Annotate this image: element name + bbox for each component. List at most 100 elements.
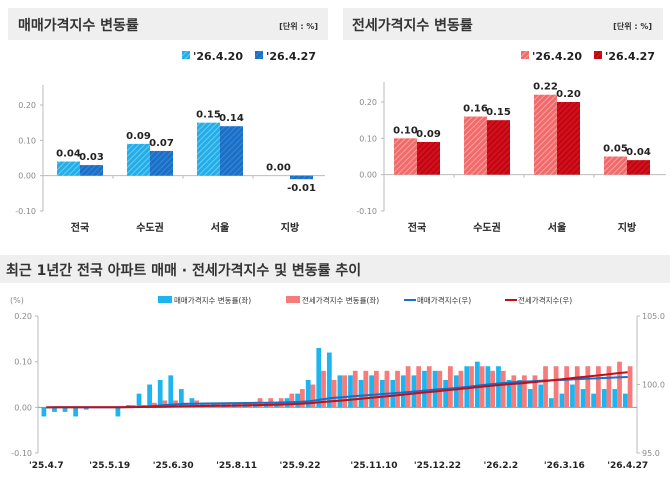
sale-rate-bar [601, 389, 607, 408]
sale-rate-bar [52, 407, 57, 412]
panel-title: 전세가격지수 변동률 [352, 17, 473, 34]
sale-rate-bar [305, 379, 311, 408]
x-tick-label: '25.8.11 [216, 461, 257, 471]
data-label: 0.05 [603, 144, 628, 155]
y-tick-label: 0.10 [359, 134, 377, 143]
category-label: 전국 [71, 221, 89, 234]
y-tick-label: 0.00 [18, 172, 36, 181]
jeonse-rate-bar [522, 375, 527, 408]
data-label: 0.15 [486, 107, 511, 118]
legend-swatch [182, 51, 190, 59]
category-label: 서울 [211, 221, 229, 234]
jeonse-rate-bar [627, 366, 633, 408]
data-label: 0.09 [126, 131, 151, 142]
panel-header-bg [8, 8, 328, 40]
data-label: 0.15 [196, 110, 221, 121]
legend-swatch [594, 51, 602, 59]
x-tick-label: '26.3.16 [544, 461, 585, 471]
sale-rate-bar [443, 379, 448, 408]
jeonse-rate-bar [374, 370, 379, 408]
sale-rate-bar [580, 389, 586, 408]
sale-rate-bar [73, 407, 78, 417]
category-label: 서울 [548, 221, 566, 234]
sale-rate-bar [168, 375, 174, 408]
y-unit-label: (%) [10, 296, 24, 305]
jeonse-rate-bar [448, 366, 453, 408]
unit-label: [단위 : %] [613, 21, 652, 31]
data-label: 0.09 [416, 129, 441, 140]
bar-this-week [487, 120, 510, 175]
y-left-tick-label: 0.20 [14, 312, 32, 321]
sale-rate-bar [178, 389, 184, 408]
y-tick-label: 0.20 [18, 101, 36, 110]
data-label: 0.10 [393, 125, 418, 136]
panel-header-bg [0, 255, 670, 283]
jeonse-rate-bar [490, 370, 496, 408]
sale-rate-bar [400, 375, 406, 408]
panel-header-bg [343, 8, 663, 40]
jeonse-rate-bar [395, 370, 400, 408]
sale-rate-bar [496, 366, 501, 408]
sale-rate-bar [548, 398, 554, 408]
jeonse-rate-bar [342, 375, 348, 408]
y-right-tick-label: 100.0 [642, 381, 665, 390]
jeonse-rate-bar [553, 366, 559, 408]
data-label: -0.01 [287, 183, 316, 194]
x-tick-label: '26.4.27 [607, 461, 648, 471]
sale-rate-bar [136, 393, 142, 408]
legend-label: 매매가격지수 변동률(좌) [174, 295, 251, 305]
sale-rate-bar [369, 375, 374, 408]
sale-rate-bar [326, 352, 332, 408]
x-tick-label: '25.11.10 [350, 461, 397, 471]
data-label: 0.20 [556, 89, 581, 100]
bar-prev-week [57, 161, 80, 176]
jeonse-rate-bar [352, 370, 358, 408]
legend-swatch [286, 296, 300, 303]
jeonse-rate-bar [543, 366, 548, 408]
jeonse-rate-panel: 전세가격지수 변동률 [단위 : %] 0.20 0.10 0.00 -0.10 전국 0… [343, 8, 666, 234]
bar-this-week [627, 160, 650, 175]
legend-swatch [255, 51, 263, 59]
unit-label: [단위 : %] [279, 21, 318, 31]
bar-prev-week [604, 156, 627, 175]
jeonse-rate-bar [162, 400, 168, 408]
jeonse-rate-bar [300, 389, 305, 408]
y-tick-label: 0.10 [18, 136, 36, 145]
x-tick-label: '25.9.22 [280, 461, 321, 471]
jeonse-rate-bar [606, 366, 612, 408]
bar-this-week [290, 175, 313, 180]
sale-rate-bar [348, 375, 353, 408]
jeonse-rate-bar [426, 366, 432, 408]
sale-rate-bar [157, 379, 163, 408]
trend-panel: 최근 1년간 전국 아파트 매매 · 전세가격지수 및 변동률 추이 (%) 0… [0, 255, 670, 471]
bar-this-week [417, 141, 440, 175]
x-tick-label: '25.5.19 [89, 461, 130, 471]
data-label: 0.00 [266, 163, 291, 174]
jeonse-rate-bar [585, 366, 591, 408]
legend-label: '26.4.20 [532, 50, 582, 63]
data-label: 0.04 [56, 149, 81, 160]
data-label: 0.03 [79, 152, 104, 163]
sale-rate-bar [474, 361, 480, 408]
bar-prev-week [127, 143, 150, 176]
jeonse-rate-chart: 0.200.100.00-0.10전국0.100.09수도권0.160.15서울… [356, 50, 666, 234]
panel-title: 매매가격지수 변동률 [18, 17, 139, 34]
jeonse-rate-bar [617, 361, 622, 408]
category-label: 수도권 [136, 222, 164, 234]
jeonse-index-line [46, 371, 628, 409]
jeonse-rate-bar [574, 366, 580, 408]
jeonse-rate-bar [532, 375, 538, 408]
sale-rate-bar [527, 389, 533, 408]
sale-rate-bar [147, 384, 152, 408]
bar-prev-week [534, 94, 557, 175]
jeonse-rate-bar [331, 379, 337, 408]
y-left-tick-label: -0.10 [11, 449, 32, 458]
legend-swatch [521, 51, 529, 59]
jeonse-rate-bar [596, 366, 601, 408]
legend-label: '26.4.27 [266, 50, 316, 63]
sale-rate-bar [612, 389, 618, 408]
jeonse-rate-bar [363, 370, 369, 408]
jeonse-rate-bar [500, 370, 506, 408]
